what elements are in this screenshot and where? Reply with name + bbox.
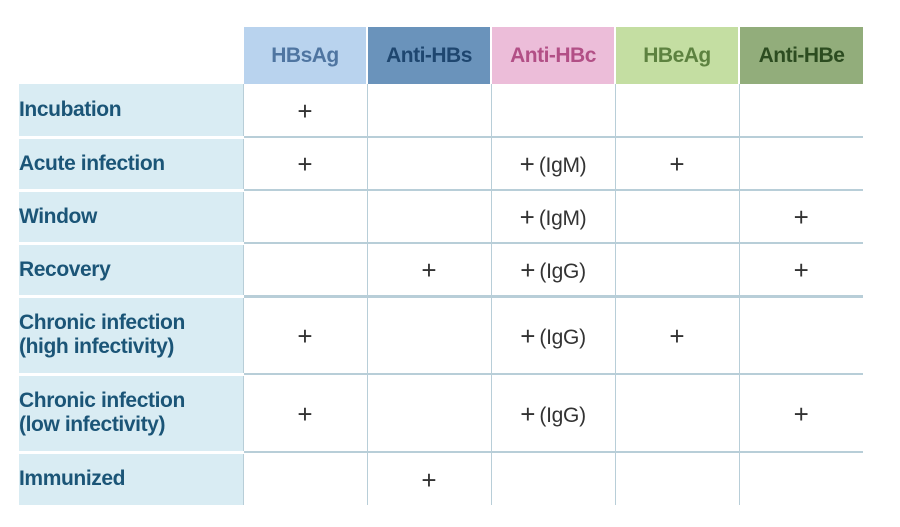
plus-mark: + [669, 320, 685, 351]
plus-mark: + [520, 398, 536, 429]
table-row-chronic-high-infectivity: Chronic infection (high infectivity) + + (Ig… [19, 296, 863, 376]
cell-acute-infection-hbeag: + [614, 137, 739, 191]
row-label-acute-infection: Acute infection [19, 137, 243, 192]
cell-window-hbeag [614, 190, 739, 244]
row-label-recovery: Recovery [19, 243, 243, 298]
cell-recovery-anti-hbc: + (IgG) [490, 243, 615, 298]
cell-chronic-low-infectivity-anti-hbe: + [738, 374, 863, 453]
cell-chronic-low-infectivity-anti-hbs [366, 374, 491, 453]
plus-mark: + [520, 320, 536, 351]
cell-immunized-anti-hbc [490, 452, 615, 505]
cell-chronic-high-infectivity-anti-hbc: + (IgG) [490, 296, 615, 375]
plus-mark: + [421, 464, 437, 495]
cell-acute-infection-hbsag: + [242, 137, 367, 191]
cell-incubation-anti-hbs [366, 84, 491, 138]
cell-recovery-anti-hbs: + [366, 243, 491, 298]
plus-mark: + [421, 254, 437, 285]
cell-chronic-high-infectivity-hbsag: + [242, 296, 367, 375]
cell-acute-infection-anti-hbs [366, 137, 491, 191]
cell-incubation-hbsag: + [242, 84, 367, 138]
table-row-chronic-low-infectivity: Chronic infection (low infectivity) + + (IgG… [19, 374, 863, 454]
row-label-window: Window [19, 190, 243, 245]
plus-mark: + [297, 149, 313, 179]
cell-immunized-anti-hbe [738, 452, 863, 505]
antibody-class-note: (IgG) [539, 403, 586, 427]
cell-chronic-low-infectivity-anti-hbc: + (IgG) [490, 374, 615, 453]
cell-chronic-low-infectivity-hbsag: + [242, 374, 367, 453]
hepatitis-b-serology-table: HBsAg Anti-HBs Anti-HBc HBeAg Anti-HBe I… [19, 27, 863, 505]
antibody-class-note: (IgG) [539, 325, 586, 349]
cell-immunized-hbeag [614, 452, 739, 505]
cell-incubation-anti-hbc [490, 84, 615, 138]
cell-acute-infection-anti-hbc: + (IgM) [490, 137, 615, 191]
header-row: HBsAg Anti-HBs Anti-HBc HBeAg Anti-HBe [19, 27, 863, 84]
plus-mark: + [793, 398, 809, 429]
column-header-hbsag: HBsAg [242, 27, 367, 84]
cell-window-anti-hbe: + [738, 190, 863, 244]
table-row-acute-infection: Acute infection + + (IgM) + [19, 137, 863, 192]
row-label-incubation: Incubation [19, 84, 243, 139]
cell-incubation-anti-hbe [738, 84, 863, 138]
row-label-immunized: Immunized [19, 452, 243, 505]
cell-recovery-hbeag [614, 243, 739, 298]
plus-mark: + [297, 320, 313, 351]
cell-chronic-high-infectivity-anti-hbe [738, 296, 863, 375]
cell-immunized-hbsag [242, 452, 367, 505]
plus-mark: + [519, 149, 535, 179]
antibody-class-note: (IgM) [538, 154, 587, 177]
cell-chronic-high-infectivity-hbeag: + [614, 296, 739, 375]
antibody-class-note: (IgM) [538, 207, 587, 230]
table-row-immunized: Immunized + [19, 452, 863, 505]
cell-window-anti-hbc: + (IgM) [490, 190, 615, 244]
cell-immunized-anti-hbs: + [366, 452, 491, 505]
column-header-anti-hbc: Anti-HBc [490, 27, 615, 84]
cell-recovery-hbsag [242, 243, 367, 298]
plus-mark: + [793, 254, 809, 285]
table-row-incubation: Incubation + [19, 84, 863, 139]
cell-incubation-hbeag [614, 84, 739, 138]
plus-mark: + [520, 254, 536, 285]
row-label-chronic-low-infectivity: Chronic infection (low infectivity) [19, 374, 243, 454]
cell-window-anti-hbs [366, 190, 491, 244]
table-row-recovery: Recovery + + (IgG) + [19, 243, 863, 298]
antibody-class-note: (IgG) [539, 259, 586, 283]
row-label-chronic-high-infectivity: Chronic infection (high infectivity) [19, 296, 243, 376]
cell-window-hbsag [242, 190, 367, 244]
plus-mark: + [669, 149, 685, 179]
header-corner [19, 27, 243, 84]
plus-mark: + [297, 95, 313, 126]
plus-mark: + [297, 398, 313, 429]
cell-recovery-anti-hbe: + [738, 243, 863, 298]
column-header-hbeag: HBeAg [614, 27, 739, 84]
column-header-anti-hbe: Anti-HBe [738, 27, 863, 84]
cell-chronic-high-infectivity-anti-hbs [366, 296, 491, 375]
column-header-anti-hbs: Anti-HBs [366, 27, 491, 84]
cell-acute-infection-anti-hbe [738, 137, 863, 191]
plus-mark: + [793, 202, 809, 232]
table-row-window: Window + (IgM) + [19, 190, 863, 245]
plus-mark: + [519, 202, 535, 232]
cell-chronic-low-infectivity-hbeag [614, 374, 739, 453]
